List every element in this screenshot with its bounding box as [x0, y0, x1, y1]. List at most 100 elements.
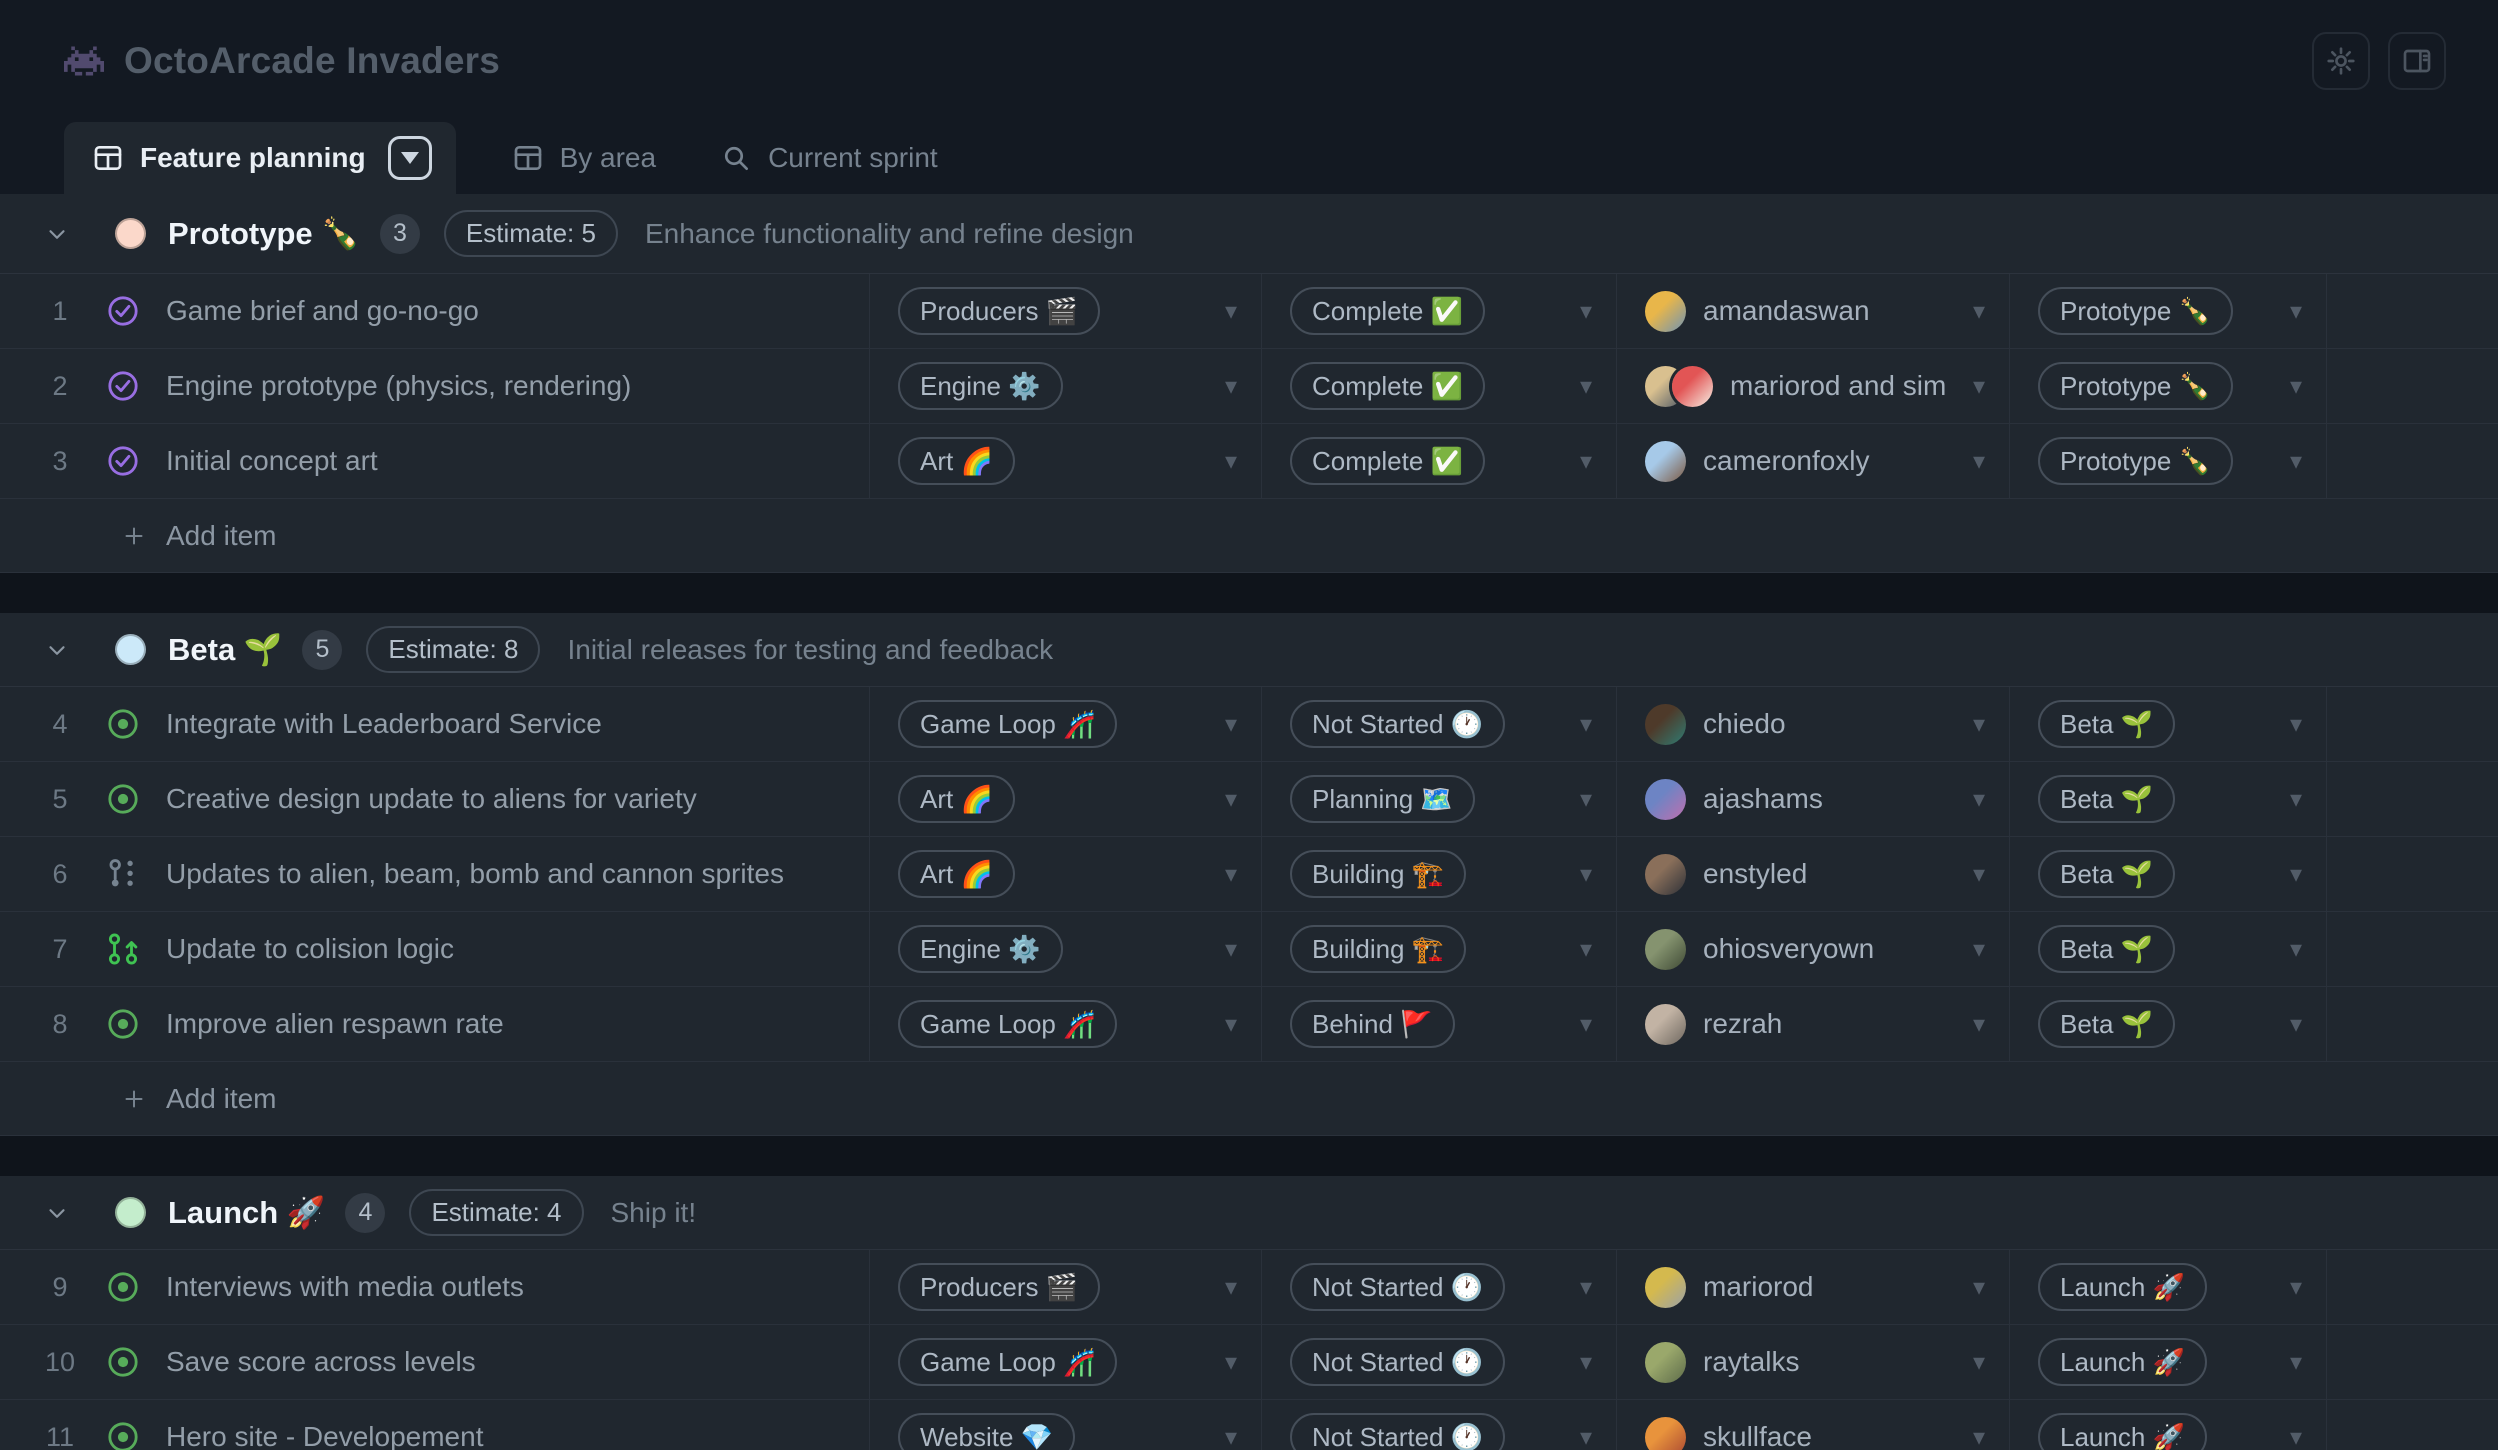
phase-cell[interactable]: Prototype 🍾 ▾ [2010, 349, 2327, 423]
assignee-cell[interactable]: raytalks ▾ [1617, 1325, 2010, 1399]
team-cell[interactable]: Art 🌈 ▾ [870, 424, 1262, 498]
phase-cell[interactable]: Prototype 🍾 ▾ [2010, 274, 2327, 348]
group-estimate-badge: Estimate: 5 [443, 210, 618, 257]
issue-title[interactable]: Engine prototype (physics, rendering) [166, 370, 632, 401]
status-cell[interactable]: Not Started 🕐 ▾ [1262, 1325, 1617, 1399]
table-row[interactable]: 3 Initial concept art Art 🌈 ▾ Complete ✅ ▾ … [0, 424, 2498, 499]
issue-title[interactable]: Update to colision logic [166, 933, 454, 964]
issue-title[interactable]: Integrate with Leaderboard Service [166, 708, 602, 739]
team-cell[interactable]: Producers 🎬 ▾ [870, 1250, 1262, 1324]
table-row[interactable]: 1 Game brief and go-no-go Producers 🎬 ▾ Co… [0, 274, 2498, 349]
status-cell[interactable]: Complete ✅ ▾ [1262, 274, 1617, 348]
table-row[interactable]: 7 Update to colision logic Engine ⚙️ ▾ Bui… [0, 912, 2498, 987]
collapse-chevron-icon[interactable] [44, 221, 70, 247]
add-item-button[interactable]: Add item [0, 499, 2498, 573]
issue-title[interactable]: Save score across levels [166, 1346, 476, 1377]
assignee-cell[interactable]: mariorod and sim ▾ [1617, 349, 2010, 423]
team-cell[interactable]: Game Loop 🎢 ▾ [870, 987, 1262, 1061]
tab-feature-planning[interactable]: Feature planning [64, 122, 456, 194]
dropdown-caret-icon: ▾ [1579, 935, 1592, 963]
dropdown-caret-icon: ▾ [1579, 1423, 1592, 1450]
phase-cell[interactable]: Launch 🚀 ▾ [2010, 1325, 2327, 1399]
status-cell[interactable]: Not Started 🕐 ▾ [1262, 687, 1617, 761]
assignee-cell[interactable]: enstyled ▾ [1617, 837, 2010, 911]
collapse-chevron-icon[interactable] [44, 637, 70, 663]
issue-title[interactable]: Game brief and go-no-go [166, 295, 479, 326]
group-color-dot [115, 634, 146, 665]
group-header[interactable]: Prototype 🍾 3 Estimate: 5 Enhance functi… [0, 194, 2498, 274]
table-row[interactable]: 5 Creative design update to aliens for va… [0, 762, 2498, 837]
row-number: 2 [52, 370, 68, 401]
dropdown-caret-icon: ▾ [1972, 372, 1985, 400]
issue-title[interactable]: Updates to alien, beam, bomb and cannon … [166, 858, 784, 889]
issue-title[interactable]: Hero site - Developement [166, 1421, 484, 1450]
phase-cell[interactable]: Beta 🌱 ▾ [2010, 987, 2327, 1061]
table-row[interactable]: 8 Improve alien respawn rate Game Loop 🎢 ▾… [0, 987, 2498, 1062]
group-description: Ship it! [610, 1196, 697, 1228]
view-menu-button[interactable] [387, 136, 432, 180]
tab-current-sprint[interactable]: Current sprint [720, 122, 938, 194]
status-cell[interactable]: Complete ✅ ▾ [1262, 424, 1617, 498]
empty-cell [2327, 687, 2498, 761]
phase-cell[interactable]: Beta 🌱 ▾ [2010, 687, 2327, 761]
space-invader-icon [64, 46, 104, 76]
phase-cell[interactable]: Launch 🚀 ▾ [2010, 1400, 2327, 1450]
dropdown-caret-icon: ▾ [2289, 710, 2302, 738]
assignee-cell[interactable]: ajashams ▾ [1617, 762, 2010, 836]
table-row[interactable]: 9 Interviews with media outlets Producers… [0, 1250, 2498, 1325]
dropdown-caret-icon: ▾ [2289, 1010, 2302, 1038]
team-cell[interactable]: Game Loop 🎢 ▾ [870, 1325, 1262, 1399]
issue-title[interactable]: Creative design update to aliens for var… [166, 783, 697, 814]
table-row[interactable]: 11 Hero site - Developement Website 💎 ▾ No… [0, 1400, 2498, 1450]
issue-title[interactable]: Improve alien respawn rate [166, 1008, 504, 1039]
tab-by-area[interactable]: By area [512, 122, 656, 194]
settings-button[interactable] [2312, 32, 2370, 90]
row-number: 9 [52, 1271, 68, 1302]
phase-cell[interactable]: Beta 🌱 ▾ [2010, 912, 2327, 986]
phase-cell[interactable]: Launch 🚀 ▾ [2010, 1250, 2327, 1324]
team-cell[interactable]: Engine ⚙️ ▾ [870, 912, 1262, 986]
phase-cell[interactable]: Prototype 🍾 ▾ [2010, 424, 2327, 498]
phase-cell[interactable]: Beta 🌱 ▾ [2010, 762, 2327, 836]
assignee-cell[interactable]: skullface ▾ [1617, 1400, 2010, 1450]
row-number: 7 [52, 933, 68, 964]
team-cell[interactable]: Art 🌈 ▾ [870, 837, 1262, 911]
dropdown-caret-icon: ▾ [1224, 1010, 1237, 1038]
table-row[interactable]: 2 Engine prototype (physics, rendering) E… [0, 349, 2498, 424]
issue-title[interactable]: Initial concept art [166, 445, 378, 476]
team-cell[interactable]: Game Loop 🎢 ▾ [870, 687, 1262, 761]
add-item-button[interactable]: Add item [0, 1062, 2498, 1136]
assignee-cell[interactable]: chiedo ▾ [1617, 687, 2010, 761]
issue-title[interactable]: Interviews with media outlets [166, 1271, 524, 1302]
table-row[interactable]: 10 Save score across levels Game Loop 🎢 ▾ … [0, 1325, 2498, 1400]
phase-cell[interactable]: Beta 🌱 ▾ [2010, 837, 2327, 911]
status-cell[interactable]: Behind 🚩 ▾ [1262, 987, 1617, 1061]
status-cell[interactable]: Complete ✅ ▾ [1262, 349, 1617, 423]
group-header[interactable]: Beta 🌱 5 Estimate: 8 Initial releases fo… [0, 613, 2498, 687]
dropdown-caret-icon: ▾ [2289, 935, 2302, 963]
table-row[interactable]: 6 Updates to alien, beam, bomb and cannon… [0, 837, 2498, 912]
empty-cell [2327, 1400, 2498, 1450]
assignee-cell[interactable]: mariorod ▾ [1617, 1250, 2010, 1324]
team-cell[interactable]: Engine ⚙️ ▾ [870, 349, 1262, 423]
empty-cell [2327, 1325, 2498, 1399]
table-view-icon [92, 142, 124, 174]
team-cell[interactable]: Art 🌈 ▾ [870, 762, 1262, 836]
dropdown-caret-icon: ▾ [1579, 297, 1592, 325]
team-cell[interactable]: Website 💎 ▾ [870, 1400, 1262, 1450]
status-cell[interactable]: Building 🏗️ ▾ [1262, 912, 1617, 986]
side-panel-button[interactable] [2388, 32, 2446, 90]
group-count-badge: 4 [345, 1192, 386, 1233]
status-cell[interactable]: Building 🏗️ ▾ [1262, 837, 1617, 911]
group-header[interactable]: Launch 🚀 4 Estimate: 4 Ship it! [0, 1176, 2498, 1250]
table-row[interactable]: 4 Integrate with Leaderboard Service Game… [0, 687, 2498, 762]
assignee-cell[interactable]: amandaswan ▾ [1617, 274, 2010, 348]
assignee-cell[interactable]: cameronfoxly ▾ [1617, 424, 2010, 498]
assignee-cell[interactable]: ohiosveryown ▾ [1617, 912, 2010, 986]
status-cell[interactable]: Not Started 🕐 ▾ [1262, 1400, 1617, 1450]
team-cell[interactable]: Producers 🎬 ▾ [870, 274, 1262, 348]
status-cell[interactable]: Not Started 🕐 ▾ [1262, 1250, 1617, 1324]
assignee-cell[interactable]: rezrah ▾ [1617, 987, 2010, 1061]
collapse-chevron-icon[interactable] [44, 1200, 70, 1226]
status-cell[interactable]: Planning 🗺️ ▾ [1262, 762, 1617, 836]
